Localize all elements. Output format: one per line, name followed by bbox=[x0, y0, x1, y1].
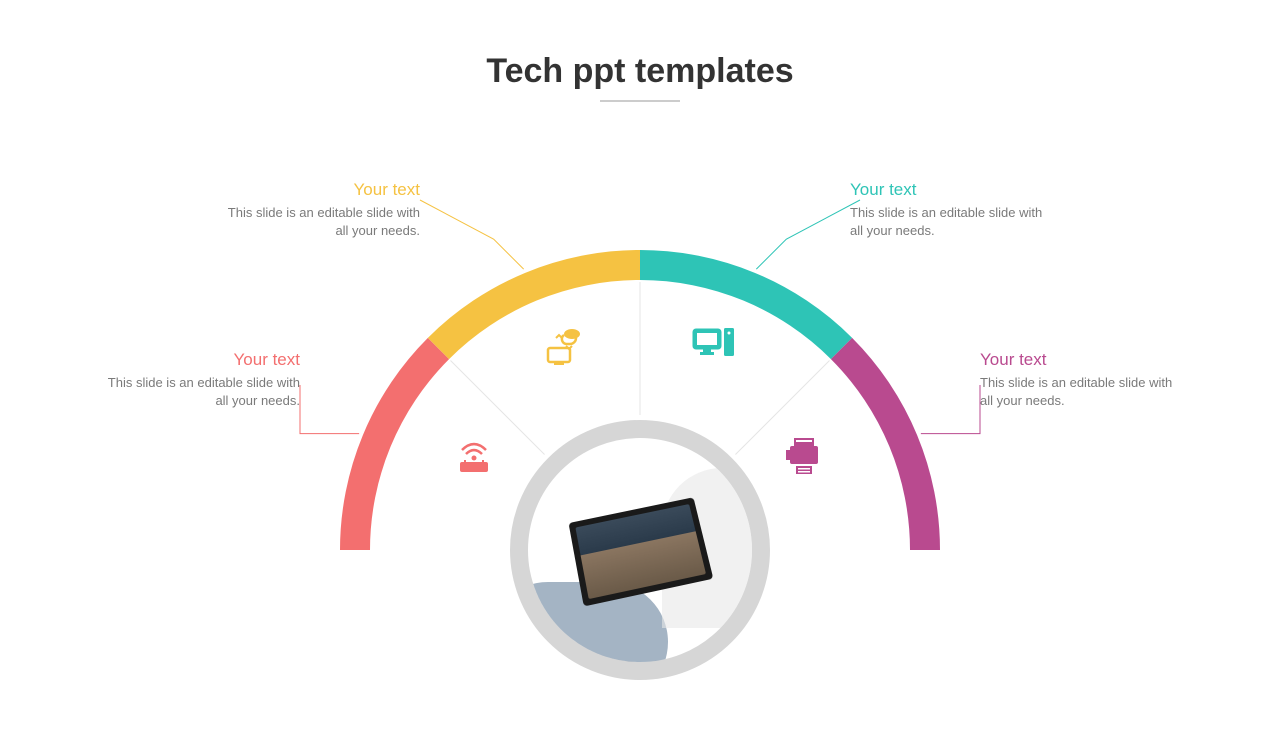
arc-segment-seg2 bbox=[428, 250, 640, 359]
slide-title: Tech ppt templates bbox=[486, 52, 793, 91]
callout-seg2: Your text This slide is an editable slide… bbox=[220, 180, 420, 240]
callout-body: This slide is an editable slide with all… bbox=[220, 204, 420, 240]
center-image-circle bbox=[510, 420, 770, 680]
desktop-icon bbox=[690, 320, 738, 368]
center-image bbox=[528, 438, 752, 662]
callout-seg4: Your text This slide is an editable slide… bbox=[980, 350, 1180, 410]
arc-segment-seg4 bbox=[831, 338, 940, 550]
arc-segment-seg1 bbox=[340, 338, 449, 550]
callout-seg1: Your text This slide is an editable slide… bbox=[100, 350, 300, 410]
callout-body: This slide is an editable slide with all… bbox=[100, 374, 300, 410]
arc-segment-seg3 bbox=[640, 250, 852, 359]
callout-title: Your text bbox=[980, 350, 1180, 370]
callout-title: Your text bbox=[100, 350, 300, 370]
callout-seg3: Your text This slide is an editable slide… bbox=[850, 180, 1050, 240]
wifi-router-icon bbox=[450, 430, 498, 478]
callout-body: This slide is an editable slide with all… bbox=[980, 374, 1180, 410]
semicircle-diagram: Your textThis slide is an editable slide… bbox=[320, 230, 960, 550]
callout-title: Your text bbox=[220, 180, 420, 200]
title-underline bbox=[600, 100, 680, 102]
callout-title: Your text bbox=[850, 180, 1050, 200]
printer-icon bbox=[780, 430, 828, 478]
cloud-sync-icon bbox=[540, 320, 588, 368]
callout-body: This slide is an editable slide with all… bbox=[850, 204, 1050, 240]
